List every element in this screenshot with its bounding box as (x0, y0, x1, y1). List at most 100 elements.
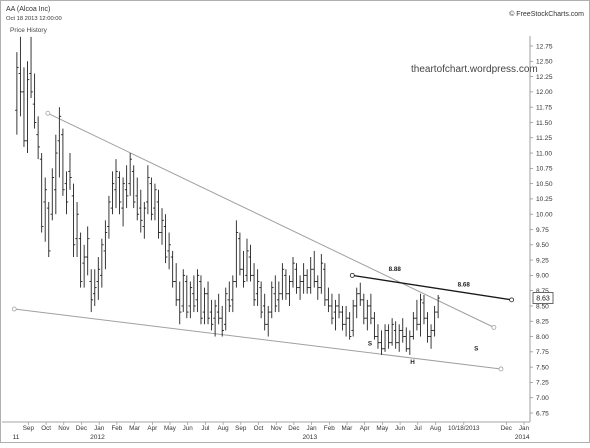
trendline-neckline[interactable] (352, 274, 512, 301)
y-tick-label: 7.75 (536, 349, 549, 356)
ohlc-bar (78, 232, 83, 288)
ohlc-bar (333, 299, 338, 331)
price-bars (15, 36, 440, 355)
ohlc-bar (61, 128, 65, 196)
ohlc-bar (195, 269, 200, 313)
y-tick-label: 11.75 (536, 104, 552, 111)
ohlc-bar (362, 293, 366, 325)
ohlc-bar (131, 165, 136, 209)
y-tick-label: 9.00 (536, 273, 549, 280)
x-year-label: 11 (13, 434, 20, 441)
y-tick-label: 11.00 (536, 150, 552, 157)
x-month-label: Jul (414, 425, 422, 432)
ohlc-bar (266, 305, 271, 337)
ohlc-bar (146, 165, 150, 215)
x-month-label: Jan (94, 425, 105, 432)
ohlc-bar (280, 263, 285, 300)
ohlc-bar (376, 324, 380, 349)
x-year-label: 2012 (90, 434, 105, 441)
y-tick-label: 8.75 (536, 288, 549, 295)
y-tick-label: 7.00 (536, 395, 549, 402)
ohlc-bar (181, 269, 186, 313)
ohlc-bar (415, 299, 419, 331)
x-month-label: Dec (288, 425, 299, 432)
chart-date: Oct 18 2013 12:00:00 (6, 16, 62, 22)
trendline-handle[interactable] (11, 306, 17, 312)
ohlc-bar (287, 275, 292, 306)
trendline-handle[interactable] (498, 366, 504, 372)
ohlc-bar (369, 293, 373, 325)
ohlc-bar (121, 177, 125, 227)
ohlc-bar (227, 281, 232, 313)
ohlc-bar (167, 232, 171, 270)
annotation-label: 8.88 (389, 266, 402, 273)
trendline-handle[interactable] (349, 272, 355, 278)
y-tick-label: 11.50 (536, 120, 552, 127)
ohlc-bar (64, 171, 69, 215)
ohlc-bar (117, 171, 122, 215)
ohlc-bar (379, 330, 384, 355)
ohlc-bar (340, 305, 345, 331)
ohlc-bar (291, 257, 295, 288)
y-tick-label: 7.50 (536, 364, 549, 371)
ohlc-bar (15, 52, 19, 135)
ohlc-bar (418, 293, 423, 337)
watermark-text: theartofchart.wordpress.com (411, 64, 538, 75)
panel-label: Price History (10, 27, 48, 34)
ohlc-bar (213, 299, 217, 337)
trendline-handle[interactable] (491, 324, 497, 330)
ohlc-bar (323, 263, 327, 306)
ohlc-bar (92, 269, 97, 306)
ohlc-bar (192, 275, 196, 313)
ohlc-bar (298, 275, 302, 300)
ohlc-bar (351, 299, 355, 337)
y-tick-label: 12.00 (536, 89, 553, 96)
ohlc-bar (206, 281, 210, 325)
ohlc-bar (255, 269, 260, 306)
ohlc-bar (170, 250, 175, 288)
ohlc-bar (259, 281, 263, 319)
y-tick-label: 9.50 (536, 242, 549, 249)
ohlc-bar (135, 177, 140, 221)
y-tick-label: 8.50 (536, 303, 549, 310)
copyright-text: © FreeStockCharts.com (509, 10, 584, 18)
ohlc-bar (234, 220, 239, 288)
trendline-handle[interactable] (45, 110, 51, 116)
ohlc-bar (223, 287, 228, 331)
ohlc-bar (358, 282, 363, 306)
y-tick-label: 9.25 (536, 257, 549, 264)
ohlc-bar (153, 183, 157, 221)
y-tick-label: 8.00 (536, 334, 549, 341)
x-month-label: Oct (254, 425, 264, 432)
x-year-label: 2013 (302, 434, 317, 441)
ohlc-bar (404, 327, 409, 352)
x-month-label: Jul (201, 425, 209, 432)
ohlc-bar (209, 299, 214, 331)
x-month-label: Jan (519, 425, 530, 432)
x-month-label: Jun (183, 425, 194, 432)
ohlc-bar (185, 275, 189, 319)
ohlc-bar (241, 250, 246, 288)
x-month-label: Aug (217, 425, 229, 432)
ohlc-bar (199, 275, 203, 325)
ohlc-bar (400, 318, 405, 343)
trendline-lower-falling[interactable] (14, 308, 502, 370)
ohlc-bar (156, 189, 161, 239)
ohlc-bar (202, 287, 207, 325)
ohlc-bar (432, 305, 437, 337)
y-tick-label: 10.75 (536, 166, 553, 173)
ohlc-bar (344, 305, 348, 337)
ohlc-bar (372, 312, 377, 340)
x-month-label: Jun (395, 425, 406, 432)
ohlc-bar (220, 305, 225, 337)
ohlc-bar (390, 318, 394, 346)
ohlc-bar (50, 168, 55, 221)
trendline-handle[interactable] (509, 297, 515, 303)
ohlc-bar (312, 250, 317, 288)
trendline-upper-falling[interactable] (47, 112, 495, 328)
ohlc-bar (365, 299, 370, 331)
x-month-label: Mar (129, 425, 140, 432)
x-month-label: 10/18/2013 (448, 425, 480, 432)
